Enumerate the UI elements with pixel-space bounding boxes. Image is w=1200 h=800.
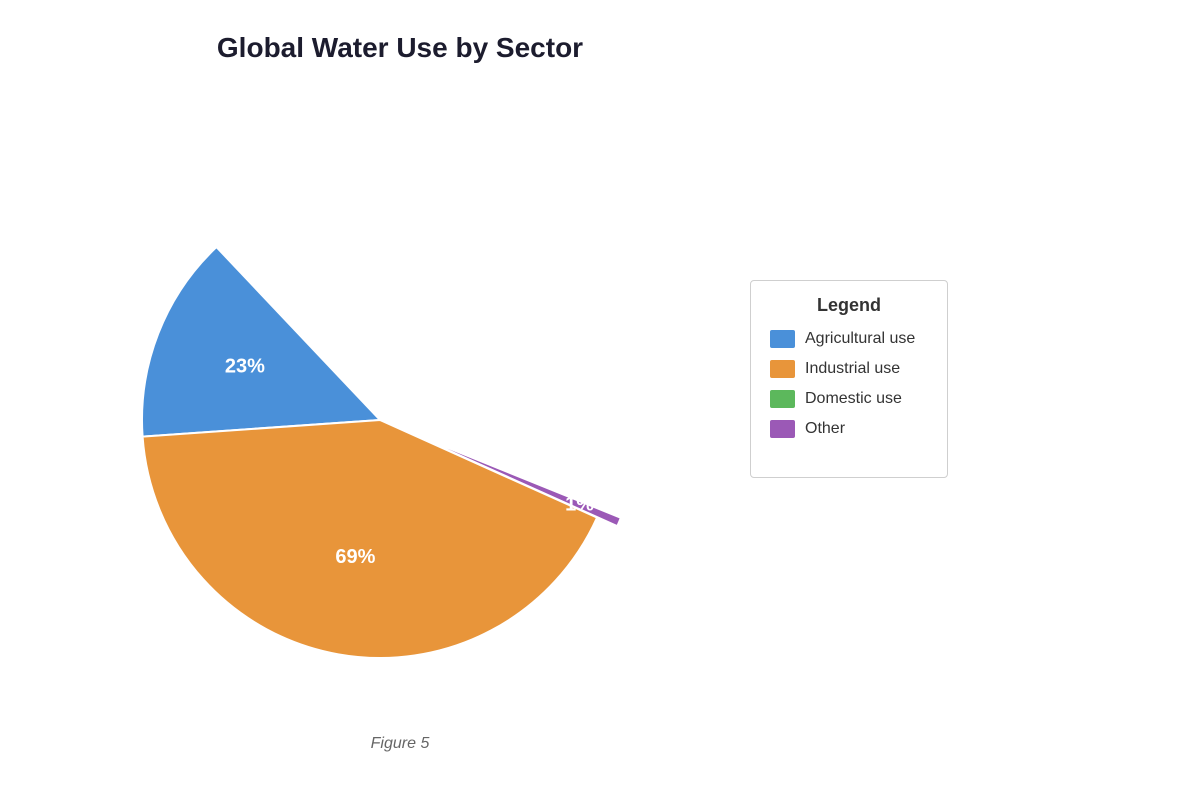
- legend-item-domestic: Domestic use: [770, 384, 947, 414]
- legend-title: Legend: [816, 295, 881, 315]
- slice-label-industrial: 69%: [335, 546, 375, 568]
- chart-title: Global Water Use by Sector: [216, 32, 584, 63]
- pie-chart: 23% 69% 1%: [141, 246, 622, 659]
- legend-swatch-other: [770, 420, 795, 438]
- pie-slice-other: [399, 427, 622, 528]
- pie-slices: [141, 246, 622, 659]
- legend-label-agricultural: Agricultural use: [805, 330, 916, 347]
- slice-label-agricultural: 23%: [225, 356, 265, 378]
- legend-label-industrial: Industrial use: [805, 360, 901, 377]
- pie-slice-agricultural: [141, 246, 381, 438]
- legend-swatch-agricultural: [770, 330, 795, 348]
- legend-item-industrial: Industrial use: [770, 354, 947, 384]
- legend-label-domestic: Domestic use: [805, 390, 902, 407]
- slice-label-other: 1%: [565, 493, 594, 515]
- legend-item-agricultural: Agricultural use: [770, 324, 947, 354]
- legend-swatch-domestic: [770, 390, 795, 408]
- pie-slice-industrial: [141, 419, 599, 659]
- legend: Legend Agricultural use Industrial use D…: [750, 280, 948, 478]
- legend-items: Agricultural use Industrial use Domestic…: [751, 324, 947, 444]
- figure-caption: Figure 5: [370, 735, 430, 752]
- legend-swatch-industrial: [770, 360, 795, 378]
- legend-item-other: Other: [770, 414, 947, 444]
- legend-label-other: Other: [805, 420, 846, 437]
- pie-labels: 23% 69% 1%: [225, 356, 594, 569]
